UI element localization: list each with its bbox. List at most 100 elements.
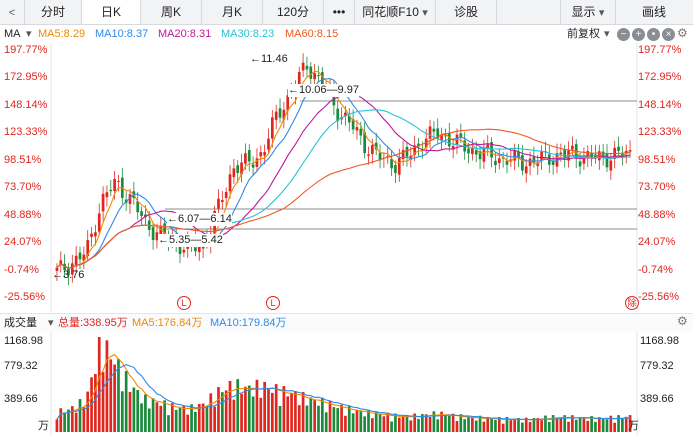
volume-bar <box>155 402 159 432</box>
volume-bar <box>255 379 259 432</box>
candle-body <box>478 151 482 160</box>
volume-bar <box>597 417 601 432</box>
tab-monthly-k[interactable]: 月K <box>202 0 263 24</box>
l-marker[interactable]: L <box>266 296 280 310</box>
candle-body <box>78 252 82 260</box>
volume-bar <box>82 407 86 432</box>
volume-axis-label: 389.66 <box>640 393 674 405</box>
tab-intraday[interactable]: 分时 <box>25 0 82 24</box>
restoration-dropdown[interactable]: 前复权 <box>567 28 600 40</box>
volume-bar <box>263 381 266 432</box>
volume-bar <box>624 416 628 432</box>
candle-body <box>363 132 367 154</box>
candle-body <box>244 153 247 164</box>
candle-body <box>374 142 378 150</box>
price-axis-label: 148.14% <box>4 98 48 111</box>
volume-bar <box>324 412 328 432</box>
volume-bar <box>247 385 251 432</box>
candle-body <box>351 119 355 130</box>
volume-axis-label: 1168.98 <box>4 335 43 347</box>
price-axis-label: 98.51% <box>4 153 42 166</box>
dot-icon[interactable]: • <box>647 28 660 41</box>
candle-body <box>359 128 363 136</box>
volume-bar <box>209 393 213 432</box>
candle-body <box>336 108 340 122</box>
sidebar-toggle-button[interactable]: < <box>0 0 25 24</box>
volume-bar <box>128 391 132 432</box>
chevron-left-icon: < <box>8 7 16 19</box>
volume-bar <box>67 409 70 432</box>
price-chart[interactable] <box>0 43 693 313</box>
tab-weekly-k[interactable]: 周K <box>141 0 202 24</box>
volume-bar <box>617 415 620 432</box>
volume-bar <box>117 359 120 432</box>
volume-axis-label: 1168.98 <box>640 335 679 347</box>
candle-body <box>594 154 597 159</box>
volume-bar <box>120 391 124 432</box>
minus-icon[interactable]: − <box>617 28 630 41</box>
volume-bar <box>144 394 147 432</box>
volume-bar <box>605 419 609 432</box>
period-toolbar: < 分时 日K 周K 月K 120分 ••• 同花顺F10 ▾ 诊股 显示 ▾ … <box>0 0 693 25</box>
volume-bar <box>528 421 532 432</box>
gear-icon[interactable]: ⚙ <box>677 314 688 328</box>
volume-bar <box>363 416 367 432</box>
price-axis-label: 98.51% <box>638 153 676 166</box>
candle-body <box>282 109 286 120</box>
volume-bar <box>497 417 501 432</box>
gear-icon[interactable]: ⚙ <box>677 26 688 40</box>
tab-120min[interactable]: 120分 <box>263 0 324 24</box>
volume-indicator-bar: 成交量 ▾ 总量:338.95万 MA5:176.84万 MA10:179.84… <box>0 313 693 332</box>
candle-body <box>224 191 228 198</box>
candle-body <box>394 165 397 174</box>
display-dropdown[interactable]: 显示 ▾ <box>560 0 616 24</box>
candle-body <box>101 193 105 212</box>
volume-bar <box>371 418 374 432</box>
candle-body <box>571 145 574 150</box>
volume-bar <box>63 412 66 432</box>
more-button[interactable]: ••• <box>324 0 355 24</box>
candle-body <box>428 126 432 139</box>
volume-bar <box>551 415 555 432</box>
candle-body <box>313 73 316 80</box>
volume-bar <box>336 408 340 432</box>
candle-body <box>417 143 420 147</box>
draw-line-button[interactable]: 画线 <box>641 5 666 19</box>
volume-bar <box>205 406 209 432</box>
tab-daily-k[interactable]: 日K <box>82 0 141 24</box>
volume-bar <box>486 417 490 432</box>
chevron-down-icon[interactable]: ▾ <box>48 317 54 329</box>
volume-chart[interactable] <box>0 332 693 435</box>
volume-bar <box>436 419 440 432</box>
volume-unit-label: 万 <box>628 420 639 432</box>
plus-icon[interactable]: + <box>632 28 645 41</box>
diagnose-button[interactable]: 诊股 <box>436 0 497 24</box>
volume-bar <box>236 379 240 432</box>
volume-bar <box>163 400 166 432</box>
price-axis-label: -0.74% <box>4 263 39 276</box>
close-icon[interactable]: × <box>662 28 675 41</box>
l-marker[interactable]: L <box>177 296 191 310</box>
volume-bars <box>55 337 632 432</box>
volume-bar <box>409 420 413 432</box>
candle-body <box>86 240 90 257</box>
candle-body <box>136 201 140 213</box>
f10-dropdown[interactable]: 同花顺F10 ▾ <box>355 0 436 24</box>
volume-bar <box>167 415 170 432</box>
ex-rights-marker[interactable]: 除 <box>625 296 639 310</box>
volume-bar <box>136 389 140 432</box>
volume-bar <box>401 416 405 432</box>
volume-bar <box>586 420 590 432</box>
volume-bar <box>101 371 105 432</box>
volume-bar <box>113 364 116 432</box>
volume-bar <box>259 397 263 432</box>
chevron-down-icon[interactable]: ▾ <box>26 28 32 40</box>
chevron-down-icon: ▾ <box>598 7 605 19</box>
candle-body <box>590 153 593 158</box>
price-axis-label: 172.95% <box>4 71 48 84</box>
volume-bar <box>344 415 347 432</box>
volume-bar <box>367 410 370 432</box>
f10-label: 同花顺F10 <box>362 5 419 19</box>
volume-name: 成交量 <box>4 317 37 329</box>
volume-bar <box>309 397 313 432</box>
